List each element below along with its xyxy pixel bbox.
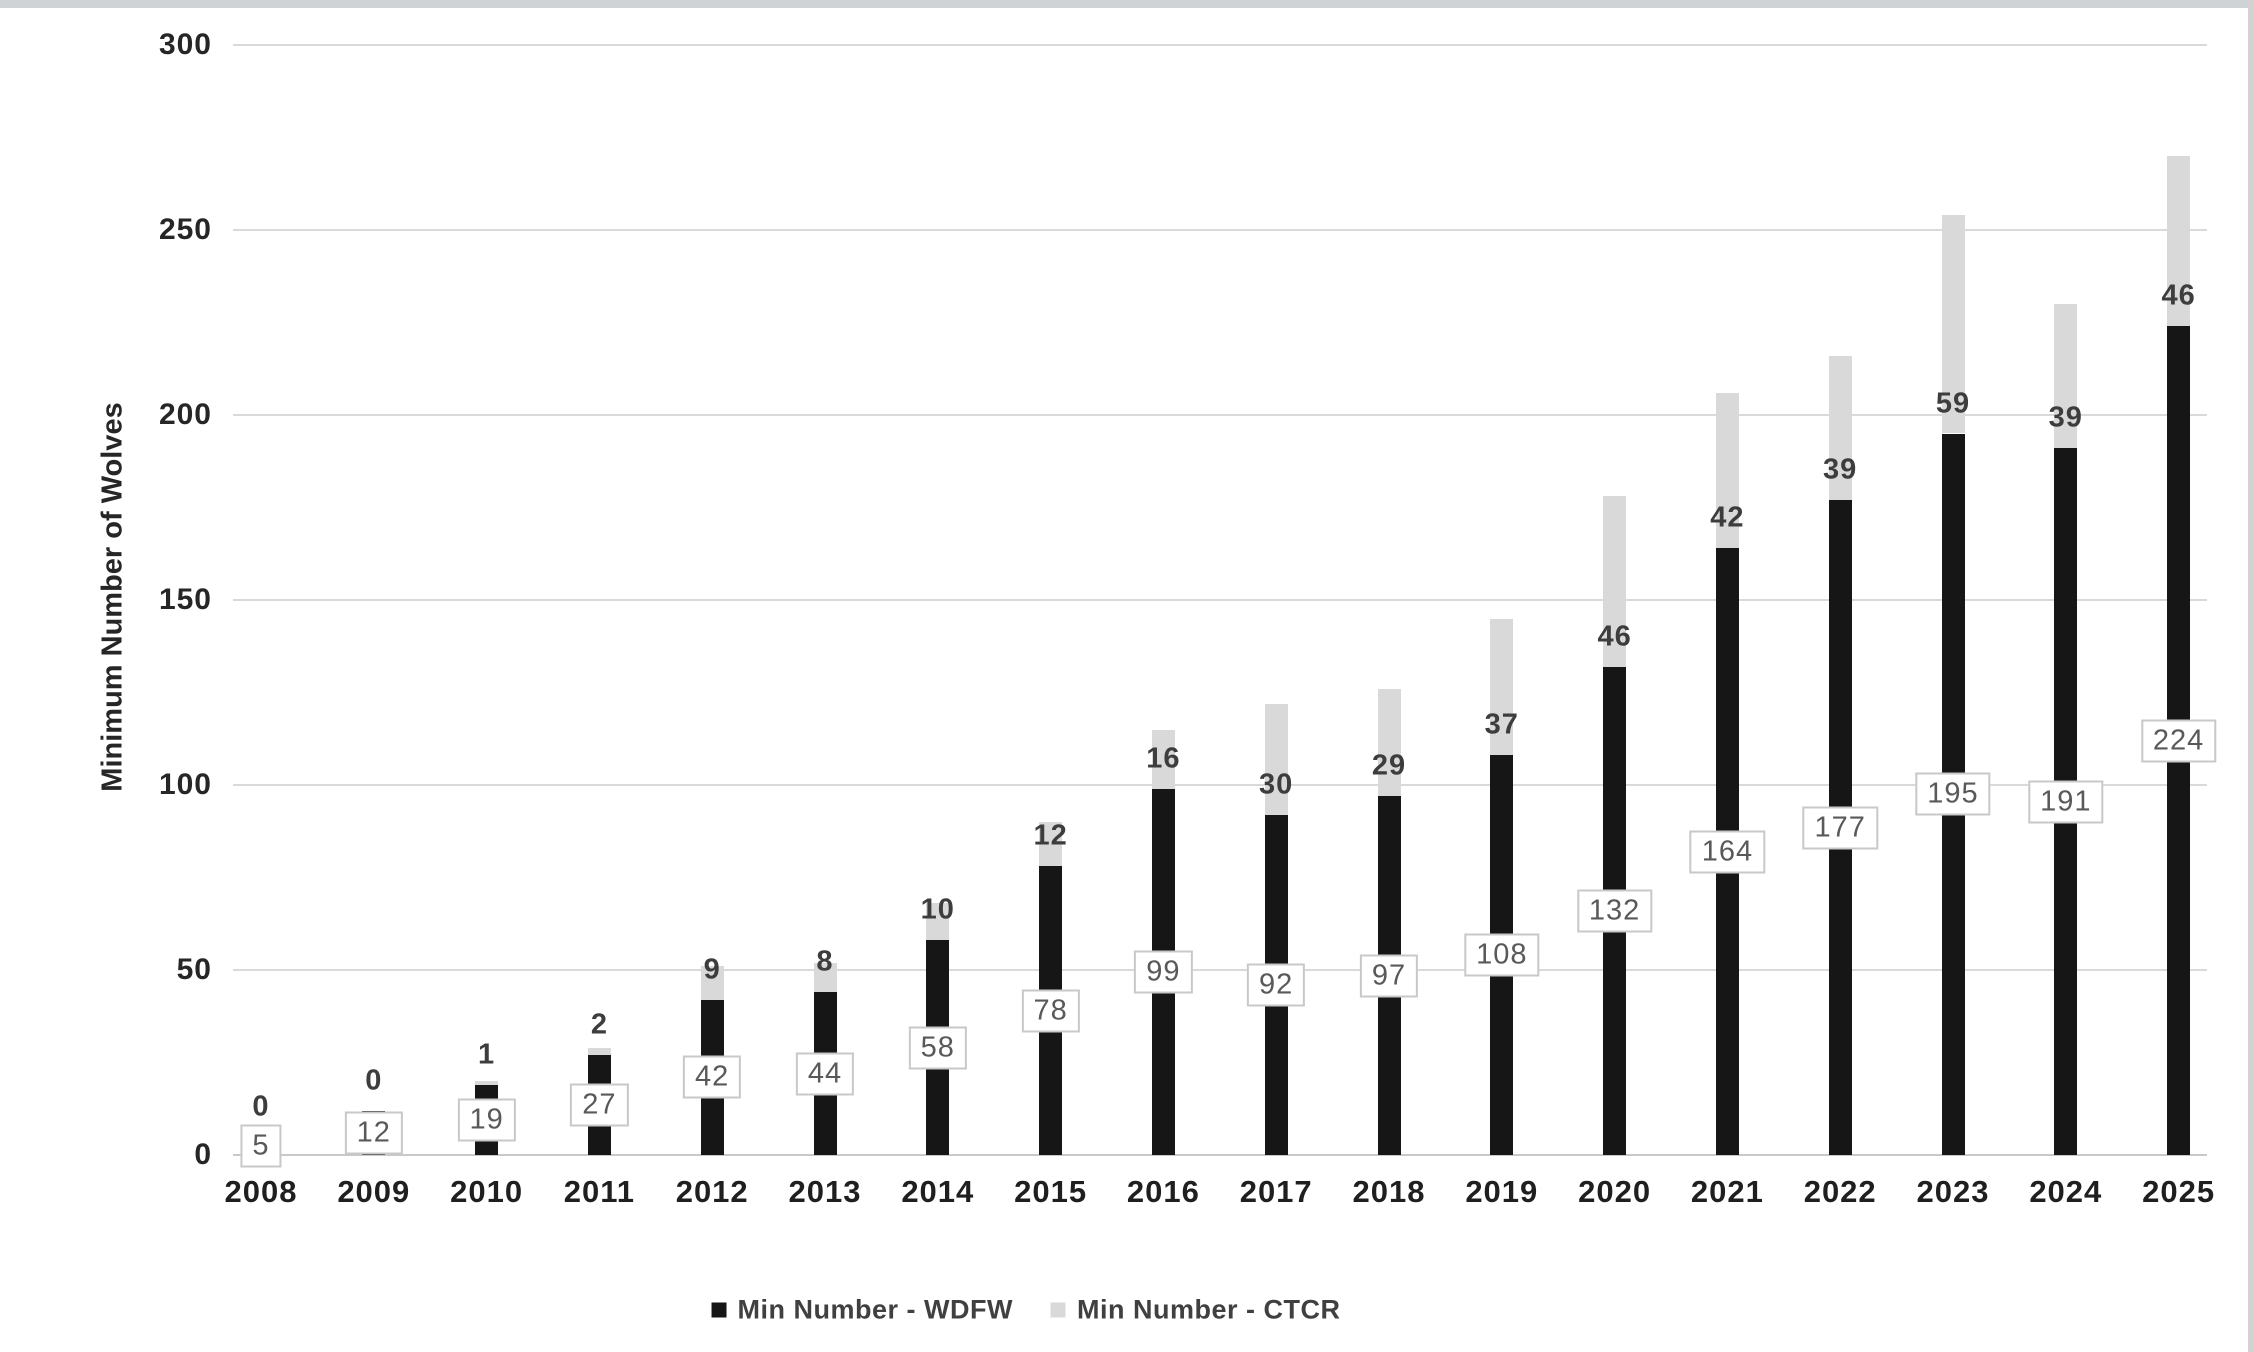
x-tick-label: 2009 <box>337 1174 411 1209</box>
x-tick-label: 2014 <box>901 1174 975 1209</box>
ctcr-value-label: 12 <box>1033 819 1068 852</box>
bar-segment-ctcr <box>700 966 724 1000</box>
wdfw-value-label: 44 <box>795 1052 855 1096</box>
x-tick-label: 2008 <box>224 1174 298 1209</box>
wdfw-value-label: 108 <box>1464 933 1540 977</box>
ctcr-value-label: 39 <box>2048 401 2083 434</box>
x-tick-label: 2024 <box>2029 1174 2103 1209</box>
bar-segment-ctcr <box>1490 618 1514 756</box>
bar-segment-ctcr <box>926 903 950 941</box>
bar-segment-ctcr <box>1715 392 1739 549</box>
wdfw-value-label: 78 <box>1021 989 1080 1033</box>
ctcr-value-label: 30 <box>1259 768 1294 801</box>
gridline-0 <box>233 1154 2207 1156</box>
bar-segment-ctcr <box>1828 355 1852 501</box>
wdfw-value-label: 58 <box>908 1026 967 1070</box>
ctcr-value-label: 0 <box>365 1064 383 1097</box>
x-tick-label: 2017 <box>1239 1174 1313 1209</box>
bar-segment-ctcr <box>1377 688 1401 797</box>
legend-item-ctcr: Min Number - CTCR <box>1050 1294 1341 1326</box>
y-tick-label: 0 <box>194 1138 212 1171</box>
gridline-250 <box>233 229 2207 231</box>
ctcr-value-label: 46 <box>1597 620 1632 653</box>
wdfw-value-label: 19 <box>457 1098 516 1142</box>
x-tick-label: 2013 <box>788 1174 862 1209</box>
y-tick-label: 50 <box>176 953 212 986</box>
x-tick-label: 2011 <box>563 1174 636 1209</box>
ctcr-legend-label: Min Number - CTCR <box>1076 1294 1341 1325</box>
wdfw-value-label: 27 <box>570 1083 629 1127</box>
x-tick-label: 2025 <box>2142 1174 2216 1209</box>
ctcr-value-label: 39 <box>1823 453 1858 486</box>
gridline-150 <box>233 599 2207 601</box>
wdfw-legend-swatch <box>711 1302 727 1318</box>
bar-segment-ctcr <box>1603 496 1627 667</box>
gridline-50 <box>233 969 2207 971</box>
bar-segment-ctcr <box>2054 304 2078 449</box>
x-tick-label: 2022 <box>1803 1174 1877 1209</box>
bar-segment-ctcr <box>1039 822 1063 867</box>
bar-segment-ctcr <box>1941 215 1965 434</box>
x-tick-label: 2015 <box>1014 1174 1088 1209</box>
ctcr-value-label: 29 <box>1371 749 1407 782</box>
wdfw-value-label: 12 <box>344 1111 403 1155</box>
y-tick-label: 150 <box>158 583 212 616</box>
wdfw-value-label: 92 <box>1247 963 1306 1007</box>
bar-segment-ctcr <box>1264 703 1288 815</box>
wdfw-value-label: 132 <box>1576 889 1653 933</box>
gridline-200 <box>233 414 2207 416</box>
bar-segment-ctcr <box>1151 729 1175 789</box>
ctcr-value-label: 42 <box>1710 501 1745 534</box>
y-tick-label: 300 <box>158 28 212 61</box>
legend-item-wdfw: Min Number - WDFW <box>711 1294 1013 1326</box>
ctcr-value-label: 37 <box>1484 708 1519 741</box>
gridline-300 <box>233 44 2207 46</box>
right-border-strip <box>2248 0 2254 1352</box>
bar-segment-ctcr <box>475 1081 499 1085</box>
ctcr-value-label: 59 <box>1935 387 1971 419</box>
ctcr-value-label: 2 <box>590 1008 608 1041</box>
top-border-strip <box>0 0 2254 8</box>
ctcr-value-label: 10 <box>920 893 955 926</box>
ctcr-value-label: 46 <box>2161 279 2196 312</box>
ctcr-value-label: 1 <box>478 1038 496 1071</box>
ctcr-value-label: 8 <box>816 945 834 978</box>
bar-segment-ctcr <box>587 1047 611 1056</box>
wdfw-value-label: 177 <box>1802 806 1878 850</box>
wdfw-value-label: 97 <box>1359 954 1419 998</box>
chart-legend: Min Number - WDFW Min Number - CTCR <box>711 1294 1341 1326</box>
x-tick-label: 2023 <box>1916 1174 1990 1209</box>
x-tick-label: 2020 <box>1578 1174 1652 1209</box>
y-tick-label: 100 <box>158 768 212 801</box>
wdfw-value-label: 164 <box>1689 830 1766 874</box>
x-tick-label: 2019 <box>1465 1174 1539 1209</box>
ctcr-value-label: 0 <box>252 1090 270 1122</box>
x-tick-label: 2016 <box>1126 1174 1200 1209</box>
bar-segment-ctcr <box>2167 156 2191 327</box>
x-tick-label: 2021 <box>1690 1174 1764 1209</box>
ctcr-value-label: 9 <box>703 953 721 986</box>
ctcr-value-label: 16 <box>1146 742 1181 775</box>
wdfw-value-label: 195 <box>1915 772 1991 816</box>
bar-segment-ctcr <box>813 962 837 993</box>
ctcr-legend-swatch <box>1050 1302 1066 1318</box>
gridline-100 <box>233 784 2207 786</box>
wdfw-legend-label: Min Number - WDFW <box>737 1294 1013 1325</box>
y-tick-label: 250 <box>158 213 212 246</box>
x-tick-label: 2018 <box>1352 1174 1426 1209</box>
x-tick-label: 2010 <box>450 1174 524 1209</box>
wdfw-value-label: 224 <box>2140 719 2217 763</box>
x-tick-label: 2012 <box>675 1174 749 1209</box>
y-tick-label: 200 <box>158 398 212 431</box>
wdfw-value-label: 191 <box>2028 780 2104 824</box>
wdfw-value-label: 5 <box>240 1124 282 1168</box>
wdfw-value-label: 99 <box>1134 950 1193 994</box>
wdfw-value-label: 42 <box>683 1055 742 1099</box>
